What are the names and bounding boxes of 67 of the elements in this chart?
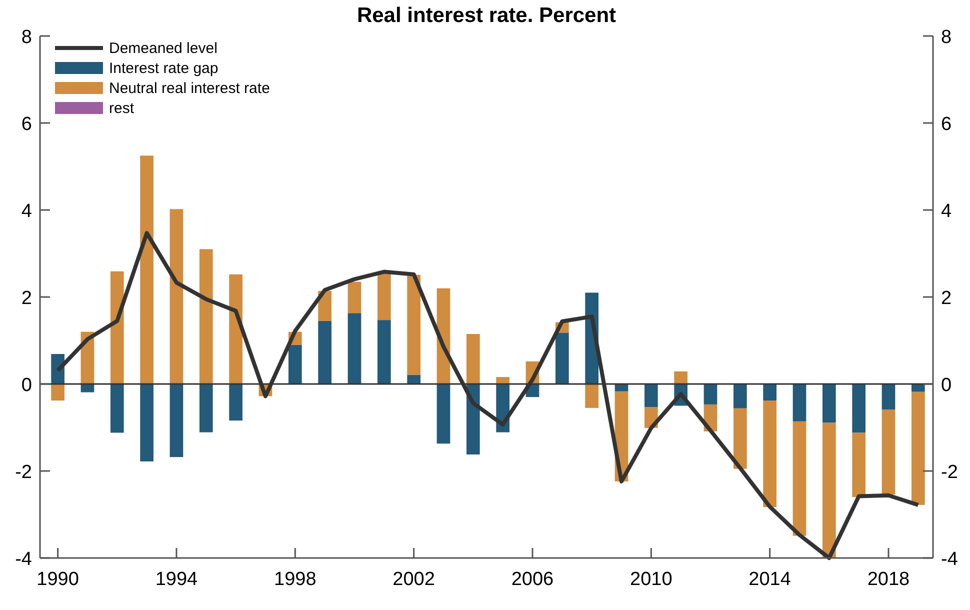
bar: [140, 156, 154, 384]
legend-label: rest: [109, 100, 135, 117]
bar: [792, 421, 806, 536]
y-tick-label: -2: [15, 462, 32, 483]
chart-title: Real interest rate. Percent: [356, 4, 616, 27]
bar: [51, 384, 64, 401]
y2-tick-label: 6: [941, 114, 952, 135]
x-tick-label: 1990: [36, 569, 79, 590]
legend-label: Demeaned level: [109, 40, 218, 57]
bar: [911, 392, 925, 505]
y2-tick-label: -2: [941, 462, 958, 483]
x-tick-label: 2018: [867, 569, 910, 590]
x-tick-label: 2006: [511, 569, 554, 590]
bar: [407, 274, 420, 375]
bar: [674, 371, 688, 384]
bar: [882, 410, 896, 494]
y2-tick-label: -4: [941, 549, 958, 570]
y2-tick-label: 8: [941, 27, 952, 48]
x-tick-label: 2014: [748, 569, 792, 590]
bar: [140, 384, 154, 462]
bar: [348, 313, 362, 384]
x-tick-label: 2002: [392, 569, 435, 590]
bar: [792, 384, 806, 422]
x-tick-label: 1998: [274, 569, 316, 590]
bar: [348, 282, 362, 314]
y2-tick-label: 0: [941, 375, 952, 396]
bar: [466, 334, 480, 384]
bar: [436, 384, 450, 444]
bar: [229, 384, 242, 421]
legend-label: Neutral real interest rate: [109, 80, 270, 97]
y2-tick-label: 4: [941, 201, 952, 222]
bar: [852, 432, 866, 498]
y-tick-label: -4: [15, 549, 32, 570]
bar: [822, 384, 836, 423]
y-tick-label: 2: [21, 288, 32, 309]
bar: [496, 377, 510, 384]
bar: [407, 374, 420, 384]
bar: [199, 249, 213, 384]
bar: [377, 273, 391, 320]
bar: [110, 271, 124, 384]
bar: [852, 384, 866, 433]
bar: [170, 384, 184, 458]
y-tick-label: 0: [21, 375, 32, 396]
bar: [199, 384, 213, 432]
bar: [763, 400, 777, 508]
x-tick-label: 2010: [630, 569, 672, 590]
bar: [110, 384, 124, 433]
bar: [318, 320, 332, 384]
x-tick-label: 1994: [155, 569, 198, 590]
bar: [288, 344, 302, 384]
y-tick-label: 4: [21, 201, 32, 222]
bar: [170, 209, 184, 384]
legend-label: Interest rate gap: [109, 60, 218, 77]
bar: [585, 384, 598, 408]
y2-tick-label: 2: [941, 288, 952, 309]
bar: [733, 384, 747, 408]
bar: [704, 384, 718, 404]
bar: [644, 384, 658, 408]
bar: [822, 422, 836, 558]
bar: [229, 274, 242, 384]
bar: [882, 384, 896, 410]
bar: [763, 384, 777, 401]
bar: [555, 332, 569, 384]
y-tick-label: 8: [21, 27, 32, 48]
y-tick-label: 6: [21, 114, 32, 135]
bar: [733, 408, 747, 469]
bar: [377, 320, 391, 384]
